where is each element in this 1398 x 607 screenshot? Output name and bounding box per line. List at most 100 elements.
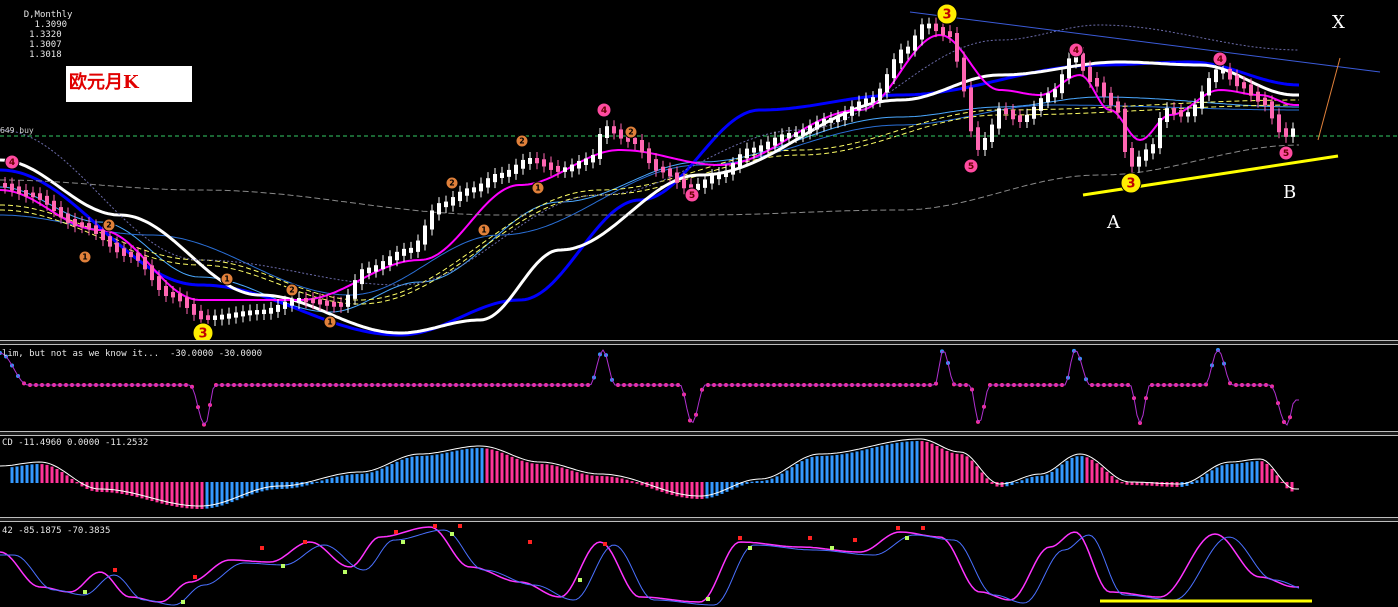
macd-bar bbox=[725, 482, 729, 492]
macd-bar bbox=[705, 482, 709, 499]
candle-body bbox=[836, 116, 840, 122]
candle-body bbox=[731, 163, 735, 175]
macd-bar bbox=[110, 482, 114, 493]
macd-bar bbox=[830, 455, 834, 483]
macd-bar bbox=[505, 454, 509, 483]
candle-body bbox=[227, 313, 231, 319]
title-overlay-text: 欧元月K bbox=[69, 72, 139, 93]
candle-body bbox=[1242, 82, 1246, 89]
macd-bar bbox=[480, 448, 484, 483]
macd-bar bbox=[470, 448, 474, 483]
macd-bar bbox=[630, 481, 634, 483]
macd-bar bbox=[985, 478, 989, 483]
macd-bar bbox=[485, 448, 489, 483]
candle-body bbox=[24, 190, 28, 197]
macd-bar bbox=[450, 451, 454, 483]
price-pane[interactable]: 4 4 4 4 5 5 5 1 2 1 2 1 2 1 2 1 2 3 3 3 D,Monthly 1.3090 1.… bbox=[0, 0, 1398, 340]
pane-separator[interactable] bbox=[0, 431, 1398, 436]
candle-body bbox=[1123, 108, 1127, 152]
candle-body bbox=[752, 147, 756, 153]
candle-body bbox=[423, 225, 427, 245]
candle-body bbox=[3, 183, 7, 188]
candle-body bbox=[570, 164, 574, 172]
macd-bar bbox=[1095, 463, 1099, 483]
candle-body bbox=[80, 222, 84, 228]
candle-body bbox=[521, 159, 525, 169]
macd-bar bbox=[575, 472, 579, 483]
macd-bar bbox=[890, 443, 894, 483]
wave-badge-pink-label: 4 bbox=[601, 106, 607, 116]
wave-badge-orange bbox=[531, 181, 545, 195]
macd-bar bbox=[870, 448, 874, 483]
macd-bar bbox=[465, 448, 469, 483]
candle-body bbox=[801, 129, 805, 137]
macd-bar bbox=[1035, 476, 1039, 483]
candle-body bbox=[108, 236, 112, 247]
macd-bar bbox=[825, 455, 829, 483]
macd-bar bbox=[235, 482, 239, 501]
stoch-top-marker bbox=[458, 524, 462, 528]
macd-bar bbox=[125, 482, 129, 495]
candle-body bbox=[962, 57, 966, 92]
macd-bar bbox=[1270, 468, 1274, 483]
candle-body bbox=[101, 229, 105, 241]
candle-body bbox=[745, 148, 749, 159]
macd-bar bbox=[90, 482, 94, 491]
macd-bar bbox=[565, 469, 569, 483]
candle-body bbox=[234, 312, 238, 318]
candle-body bbox=[297, 298, 301, 304]
macd-bar bbox=[255, 482, 259, 493]
candle-body bbox=[1067, 58, 1071, 79]
candle-body bbox=[780, 134, 784, 142]
macd-bar bbox=[140, 482, 144, 499]
macd-bar bbox=[1145, 482, 1149, 486]
pane-separator[interactable] bbox=[0, 340, 1398, 345]
macd-bar bbox=[275, 482, 279, 490]
macd-bar bbox=[1100, 467, 1104, 483]
wave-badge-pink bbox=[4, 154, 20, 170]
indicator-pane-1[interactable]: lim, but not as we know it... -30.0000 -… bbox=[0, 345, 1398, 432]
macd-bar bbox=[1250, 461, 1254, 483]
level-label: 649 buy bbox=[0, 126, 34, 135]
indicator-1-label: lim, but not as we know it... -30.0000 -… bbox=[2, 349, 263, 359]
candle-body bbox=[1088, 66, 1092, 82]
macd-bar bbox=[45, 464, 49, 483]
macd-bar bbox=[530, 463, 534, 483]
stoch-k-line bbox=[0, 526, 1299, 603]
macd-bar bbox=[50, 466, 54, 483]
candle-body bbox=[276, 304, 280, 312]
candle-body bbox=[913, 35, 917, 51]
wave-badge-yellow bbox=[1120, 172, 1142, 194]
stoch-bottom-marker bbox=[905, 536, 909, 540]
candle-body bbox=[1053, 89, 1057, 98]
candle-body bbox=[1291, 128, 1295, 137]
candle-body bbox=[661, 166, 665, 173]
candle-body bbox=[500, 172, 504, 179]
macd-bar bbox=[925, 441, 929, 483]
candle-body bbox=[542, 159, 546, 167]
trendline-support bbox=[1082, 154, 1339, 197]
macd-bar bbox=[1260, 461, 1264, 483]
macd-bar bbox=[115, 482, 119, 494]
macd-bar bbox=[1075, 456, 1079, 483]
indicator-pane-2[interactable]: CD -11.4960 0.0000 -11.2532 bbox=[0, 436, 1398, 518]
macd-bar bbox=[150, 482, 154, 502]
annotation-b: B bbox=[1283, 182, 1297, 203]
candle-body bbox=[633, 137, 637, 145]
macd-bar bbox=[875, 446, 879, 483]
pane-separator[interactable] bbox=[0, 517, 1398, 522]
wave-badge-yellow-label: 3 bbox=[1126, 177, 1135, 192]
macd-bar bbox=[920, 441, 924, 483]
candle-body bbox=[430, 210, 434, 230]
macd-bar bbox=[1185, 482, 1189, 486]
macd-bar bbox=[580, 473, 584, 483]
macd-bar bbox=[415, 456, 419, 483]
macd-bar bbox=[1155, 482, 1159, 487]
macd-bar bbox=[615, 477, 619, 483]
macd-bar bbox=[70, 478, 74, 483]
macd-bar bbox=[195, 482, 199, 509]
indicator-pane-3[interactable]: 42 -85.1875 -70.3835 bbox=[0, 522, 1398, 607]
macd-bar bbox=[840, 454, 844, 483]
candle-body bbox=[612, 126, 616, 134]
macd-bar bbox=[210, 482, 214, 508]
